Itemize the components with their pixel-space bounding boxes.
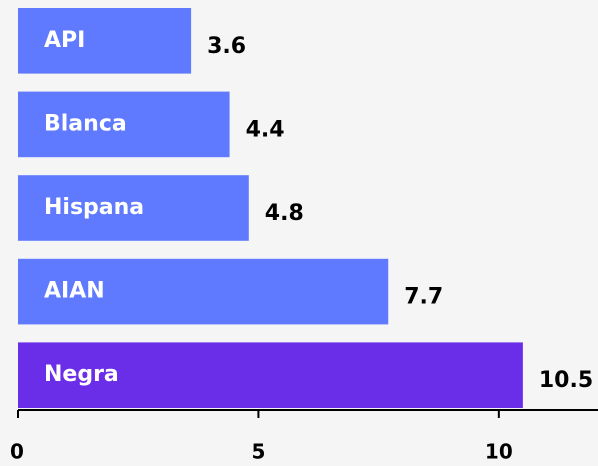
x-tick-label: 5	[251, 440, 265, 464]
value-label: 3.6	[207, 34, 246, 59]
category-label: Hispana	[44, 195, 144, 220]
value-label: 7.7	[404, 285, 443, 310]
category-label: Blanca	[44, 111, 127, 136]
bar	[18, 258, 389, 325]
category-label: AIAN	[44, 279, 105, 304]
value-label: 4.8	[265, 201, 304, 226]
x-tick-label: 10	[485, 440, 513, 464]
value-label: 10.5	[539, 368, 593, 393]
category-label: Negra	[44, 362, 119, 387]
bar	[18, 91, 230, 158]
x-tick-label: 0	[10, 440, 24, 464]
bar	[18, 8, 192, 74]
value-label: 4.4	[246, 117, 285, 142]
bar	[18, 342, 523, 408]
category-label: API	[44, 28, 85, 53]
bar	[18, 175, 249, 241]
